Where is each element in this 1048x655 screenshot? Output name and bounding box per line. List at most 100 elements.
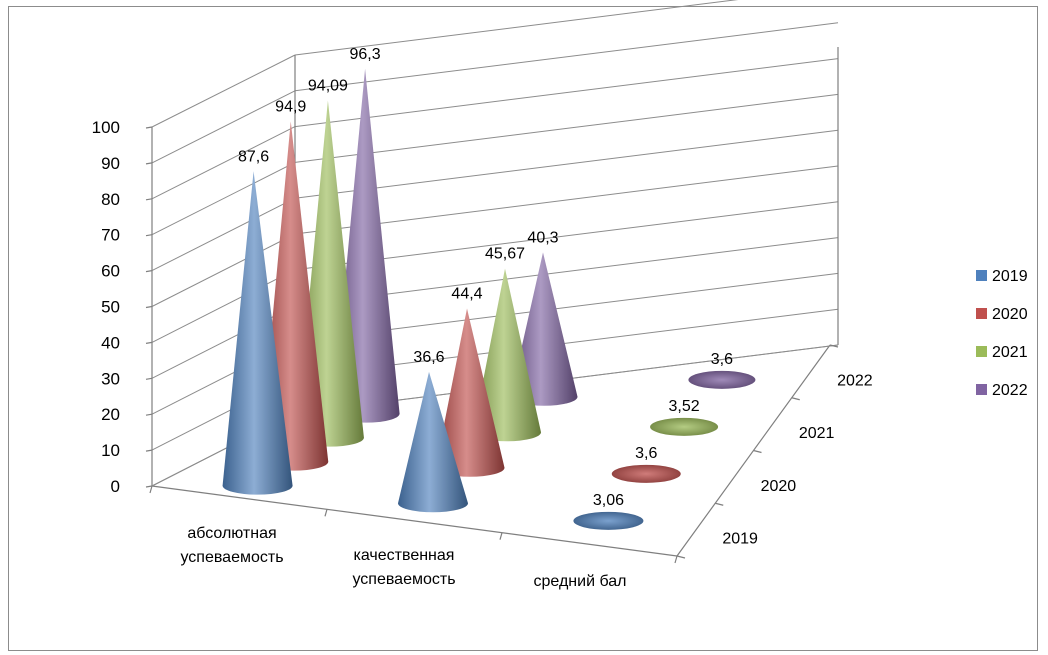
y-tick-mark xyxy=(145,341,153,344)
legend-item-2019: 2019 xyxy=(976,268,1028,285)
y-tick-mark xyxy=(145,305,153,309)
legend-label: 2019 xyxy=(992,268,1028,285)
cone-2019-1 xyxy=(222,171,293,495)
depth-label: 2022 xyxy=(837,372,873,389)
legend-item-2021: 2021 xyxy=(976,344,1028,361)
y-tick-label: 30 xyxy=(101,369,120,388)
back-gridline xyxy=(294,201,839,271)
data-labels: 96,3 40,3 3,6 94,09 45,67 3,52 94,9 44,4 3,6 87,6… xyxy=(238,46,733,509)
category-label-line: успеваемость xyxy=(180,549,283,566)
category-label: средний бал xyxy=(534,573,627,590)
category-label-line: абсолютная xyxy=(187,525,276,542)
y-tick-label: 40 xyxy=(101,333,120,352)
y-axis-ticks: 0 10 20 30 40 50 60 70 80 90 100 xyxy=(92,118,153,496)
legend-swatch xyxy=(976,346,987,357)
y-tick-mark xyxy=(145,126,153,129)
y-tick-label: 10 xyxy=(101,441,120,460)
y-tick-label: 70 xyxy=(101,226,120,245)
cone-body xyxy=(398,371,468,513)
x-axis-line xyxy=(151,485,678,557)
legend-label: 2021 xyxy=(992,344,1028,361)
data-label: 40,3 xyxy=(527,229,558,246)
cone-2020-2 xyxy=(435,308,505,477)
y-tick-mark xyxy=(145,377,153,380)
side-gridline xyxy=(151,197,296,272)
legend-item-2020: 2020 xyxy=(976,306,1028,323)
side-gridline xyxy=(151,233,296,307)
cone-2022-2 xyxy=(510,252,578,406)
category-axis: абсолютная успеваемость качественная успева… xyxy=(149,485,678,590)
depth-label: 2021 xyxy=(799,425,835,442)
category-label: качественная успеваемость xyxy=(352,547,455,588)
cone-series xyxy=(222,68,756,530)
depth-tick-mark xyxy=(715,502,724,506)
category-label: абсолютная успеваемость xyxy=(180,525,283,566)
cone-base xyxy=(650,417,719,436)
cone-body xyxy=(435,308,505,477)
x-tick-mark xyxy=(674,555,678,564)
cone-body xyxy=(510,252,578,406)
cone-base xyxy=(573,511,644,530)
depth-label: 2020 xyxy=(761,478,797,495)
cone-2021-3 xyxy=(650,417,719,436)
legend-swatch xyxy=(976,308,987,319)
cone-base xyxy=(688,370,756,389)
back-gridline xyxy=(294,58,839,128)
cone-2022-3 xyxy=(688,370,756,389)
x-tick-mark xyxy=(324,509,328,517)
data-label: 3,6 xyxy=(635,445,657,462)
data-label: 87,6 xyxy=(238,148,269,165)
depth-tick-mark xyxy=(753,449,762,454)
data-label: 3,06 xyxy=(593,492,624,509)
depth-tick-mark xyxy=(676,555,686,559)
cone-body xyxy=(222,171,293,495)
cone-2021-2 xyxy=(473,268,541,442)
data-label: 94,9 xyxy=(275,98,306,115)
y-tick-label: 60 xyxy=(101,262,120,281)
legend-swatch xyxy=(976,270,987,281)
y-tick-label: 0 xyxy=(111,477,120,496)
cone-2019-3 xyxy=(573,511,644,530)
y-tick-mark xyxy=(145,234,153,237)
y-tick-label: 50 xyxy=(101,298,120,317)
cone-2019-2 xyxy=(398,371,468,513)
cone-body xyxy=(473,268,541,442)
legend-label: 2020 xyxy=(992,306,1028,323)
cone-2020-3 xyxy=(611,464,681,483)
x-tick-mark xyxy=(499,532,503,540)
back-gridline xyxy=(294,165,839,235)
data-label: 45,67 xyxy=(485,246,525,263)
category-label-line: качественная xyxy=(354,547,455,564)
data-label: 36,6 xyxy=(413,349,444,366)
back-gridline xyxy=(294,93,839,163)
y-tick-label: 90 xyxy=(101,154,120,173)
category-label-line: успеваемость xyxy=(352,571,455,588)
back-gridline xyxy=(294,22,839,92)
legend: 2019 2020 2021 2022 xyxy=(976,268,1028,399)
y-tick-mark xyxy=(145,449,153,452)
depth-axis: 2019 2020 2021 2022 xyxy=(676,344,873,559)
y-tick-label: 100 xyxy=(92,118,120,137)
back-gridline xyxy=(294,0,739,56)
back-gridline xyxy=(294,129,839,199)
data-label: 3,6 xyxy=(711,351,733,368)
side-gridline xyxy=(151,54,296,128)
side-gridline xyxy=(151,161,296,236)
depth-tick-mark xyxy=(829,344,839,348)
cone-base xyxy=(611,464,681,483)
side-gridline xyxy=(151,126,296,200)
y-tick-mark xyxy=(145,413,153,416)
side-gridline xyxy=(151,90,296,164)
side-gridline xyxy=(151,269,296,343)
depth-tick-mark xyxy=(791,397,800,401)
legend-swatch xyxy=(976,384,987,395)
y-tick-mark xyxy=(145,198,153,201)
y-tick-mark xyxy=(145,162,153,165)
legend-item-2022: 2022 xyxy=(976,382,1028,399)
x-tick-mark xyxy=(149,485,153,494)
data-label: 44,4 xyxy=(451,286,482,303)
y-tick-label: 20 xyxy=(101,405,120,424)
y-tick-mark xyxy=(145,485,153,488)
y-tick-label: 80 xyxy=(101,190,120,209)
